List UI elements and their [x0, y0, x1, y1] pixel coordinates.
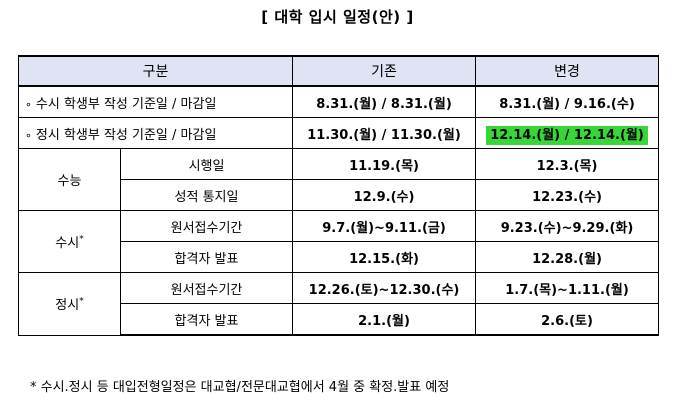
cell-after: 12.28.(월)	[475, 241, 660, 273]
cell-after-highlighted: 12.14.(월) / 12.14.(월)	[475, 117, 660, 149]
table-row: 합격자 발표 12.15.(화) 12.28.(월)	[19, 241, 660, 273]
admission-schedule-table: 구분 기존 변경 ∘ 수시 학생부 작성 기준일 / 마감일 8.31.(월) /…	[17, 55, 660, 336]
bullet-icon: ∘	[25, 97, 32, 111]
cell-after: 12.3.(목)	[475, 148, 660, 180]
cell-before: 12.9.(수)	[292, 179, 477, 211]
cell-before: 12.26.(토)~12.30.(수)	[292, 272, 477, 304]
row-label-susi-record: ∘ 수시 학생부 작성 기준일 / 마감일	[17, 85, 294, 118]
table-row: 수능 시행일 11.19.(목) 12.3.(목)	[18, 148, 660, 211]
sub-label: 성적 통지일	[119, 179, 294, 211]
group-suneung: 수능	[18, 148, 121, 211]
cell-before: 2.1.(월)	[292, 303, 477, 336]
header-after: 변경	[475, 55, 660, 87]
group-susi: 수시*	[18, 210, 121, 273]
sub-label: 합격자 발표	[119, 241, 294, 273]
cell-before: 9.7.(월)~9.11.(금)	[292, 210, 477, 242]
header-before: 기존	[292, 55, 477, 87]
cell-before: 11.30.(월) / 11.30.(월)	[292, 117, 477, 149]
header-category: 구분	[17, 55, 294, 87]
cell-before: 8.31.(월) / 8.31.(월)	[292, 85, 477, 118]
cell-after: 12.23.(수)	[475, 179, 660, 211]
cell-after: 8.31.(월) / 9.16.(수)	[475, 85, 660, 118]
footnote: * 수시.정시 등 대입전형일정은 대교협/전문대교협에서 4월 중 확정.발표…	[30, 380, 450, 395]
table-row: 수시* 원서접수기간 9.7.(월)~9.11.(금) 9.23.(수)~9.2…	[18, 210, 660, 273]
table-row: 성적 통지일 12.9.(수) 12.23.(수)	[19, 179, 660, 211]
header-row: 구분 기존 변경	[17, 55, 660, 87]
sub-label: 원서접수기간	[119, 210, 294, 242]
table-row: 정시* 원서접수기간 12.26.(토)~12.30.(수) 1.7.(목)~1…	[18, 272, 660, 336]
table-row: 합격자 발표 2.1.(월) 2.6.(토)	[19, 303, 660, 336]
cell-after: 2.6.(토)	[475, 303, 660, 336]
bullet-icon: ∘	[25, 128, 32, 142]
cell-before: 11.19.(목)	[292, 148, 477, 180]
cell-after: 9.23.(수)~9.29.(화)	[475, 210, 660, 242]
sub-label: 합격자 발표	[119, 303, 294, 336]
page-title: [ 대학 입시 일정(안) ]	[261, 8, 414, 26]
cell-after: 1.7.(목)~1.11.(월)	[475, 272, 660, 304]
footnote-mark: *	[79, 296, 84, 307]
sub-label: 원서접수기간	[119, 272, 294, 304]
footnote-mark: *	[79, 234, 84, 245]
table-row: ∘ 수시 학생부 작성 기준일 / 마감일 8.31.(월) / 8.31.(월)…	[17, 85, 660, 118]
sub-label: 시행일	[119, 148, 294, 180]
cell-before: 12.15.(화)	[292, 241, 477, 273]
row-label-jeongsi-record: ∘ 정시 학생부 작성 기준일 / 마감일	[17, 117, 294, 149]
highlight: 12.14.(월) / 12.14.(월)	[486, 125, 648, 145]
table-row: ∘ 정시 학생부 작성 기준일 / 마감일 11.30.(월) / 11.30.(…	[17, 117, 660, 149]
group-jeongsi: 정시*	[18, 272, 121, 336]
